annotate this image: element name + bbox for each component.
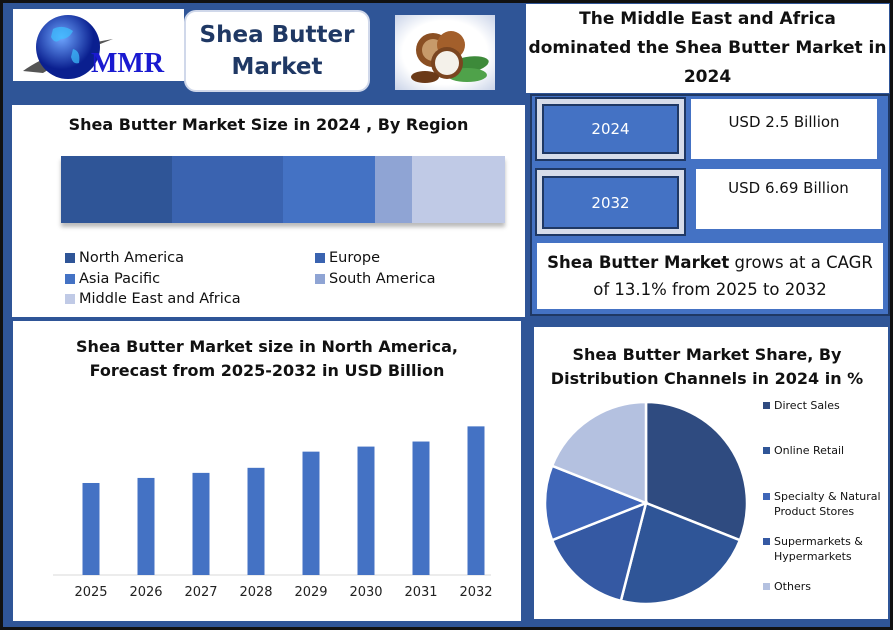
legend-item: Asia Pacific	[65, 271, 160, 287]
chart-title: Shea Butter Market size in North America…	[13, 335, 521, 383]
north-america-chart: Shea Butter Market size in North America…	[12, 320, 522, 622]
x-tick-label: 2028	[239, 585, 272, 600]
legend-item: Supermarkets & Hypermarkets	[763, 534, 885, 564]
x-tick-label: 2030	[349, 585, 382, 600]
region-chart: Shea Butter Market Size in 2024 , By Reg…	[12, 105, 525, 317]
stacked-bar	[61, 156, 505, 223]
legend-item: Online Retail	[763, 443, 885, 458]
bar-segment-middle-east-and-africa	[411, 156, 505, 223]
legend-swatch	[65, 253, 75, 263]
x-tick-label: 2031	[404, 585, 437, 600]
bar-plot: 2025 2026 2027 2028 2029 2030 2031 2032	[53, 426, 493, 600]
bar-2028	[247, 467, 265, 575]
bar-2026	[137, 477, 155, 575]
legend-label: Supermarkets & Hypermarkets	[774, 535, 863, 563]
bar-2031	[412, 441, 430, 575]
x-tick-label: 2026	[129, 585, 162, 600]
pie-slice-supermarkets-hypermarkets	[550, 500, 648, 603]
year-box-2024: 2024	[535, 97, 686, 161]
legend-swatch	[65, 274, 75, 284]
legend-swatch	[65, 294, 75, 304]
legend-swatch	[763, 538, 770, 545]
x-tick-label: 2029	[294, 585, 327, 600]
pie-slice-others	[550, 400, 648, 505]
year-label: 2024	[542, 104, 679, 154]
pie-slice-online-retail	[619, 501, 742, 606]
bar-segment-south-america	[374, 156, 412, 223]
year-label: 2032	[542, 176, 679, 229]
legend-label: Online Retail	[774, 444, 845, 457]
stat-value: USD 6.69 Billion	[696, 169, 881, 229]
title-line: Shea Butter Market size in North America…	[76, 337, 458, 356]
bar-segment-asia-pacific	[283, 156, 375, 223]
legend-label: Specialty & Natural Product Stores	[774, 490, 881, 518]
stat-value: USD 2.5 Billion	[691, 99, 877, 159]
globe-icon: MMR	[23, 15, 165, 79]
legend-item: Direct Sales	[763, 398, 885, 413]
legend-label: Europe	[329, 250, 380, 266]
legend-swatch	[763, 583, 770, 590]
legend-swatch	[763, 447, 770, 454]
legend-swatch	[315, 274, 325, 284]
year-box-2032: 2032	[535, 168, 686, 236]
legend-item: Others	[763, 579, 885, 594]
highlight-title: The Middle East and Africa dominated the…	[525, 3, 890, 94]
legend-item: Middle East and Africa	[65, 291, 241, 307]
cagr-rest: grows at a CAGR of 13.1% from 2025 to 20…	[593, 253, 873, 299]
bar-segment-north-america	[61, 156, 172, 223]
legend-item: Specialty & Natural Product Stores	[763, 489, 885, 519]
shea-nut-image	[395, 15, 495, 90]
title-line: Shea Butter	[199, 22, 355, 48]
legend-label: South America	[329, 271, 436, 287]
legend-label: Middle East and Africa	[79, 291, 241, 307]
x-tick-label: 2027	[184, 585, 217, 600]
distribution-chart: Shea Butter Market Share, By Distributio…	[534, 327, 888, 619]
cagr-text: Shea Butter Market grows at a CAGR of 13…	[537, 243, 883, 309]
legend-item: North America	[65, 250, 184, 266]
legend-label: Asia Pacific	[79, 271, 161, 287]
legend-item: South America	[315, 271, 436, 287]
x-tick-label: 2025	[74, 585, 107, 600]
svg-text:MMR: MMR	[91, 48, 165, 79]
chart-title: Shea Butter Market Size in 2024 , By Reg…	[68, 115, 469, 134]
legend-swatch	[315, 253, 325, 263]
legend-swatch	[763, 402, 770, 409]
bar-segment-europe	[172, 156, 283, 223]
page-title: Shea Butter Market	[184, 10, 370, 92]
legend-label: Direct Sales	[774, 399, 840, 412]
bar-2027	[192, 472, 210, 575]
title-line: Forecast from 2025-2032 in USD Billion	[89, 361, 445, 380]
cagr-bold: Shea Butter Market	[547, 253, 730, 272]
legend-label: Others	[774, 580, 811, 593]
legend-label: North America	[79, 250, 184, 266]
legend-swatch	[763, 493, 770, 500]
chart-title: Shea Butter Market Share, By Distributio…	[550, 345, 864, 388]
title-line: Market	[231, 54, 323, 80]
bar-2025	[82, 482, 100, 575]
bar-2030	[357, 446, 375, 575]
pie-slice-specialty-natural-product-stores	[543, 464, 650, 542]
x-tick-label: 2032	[459, 585, 492, 600]
bar-2029	[302, 451, 320, 575]
legend-item: Europe	[315, 250, 380, 266]
pie-plot	[543, 400, 749, 606]
pie-slice-direct-sales	[644, 400, 749, 542]
bar-2032	[467, 426, 485, 575]
mmr-logo: MMR	[13, 9, 184, 81]
